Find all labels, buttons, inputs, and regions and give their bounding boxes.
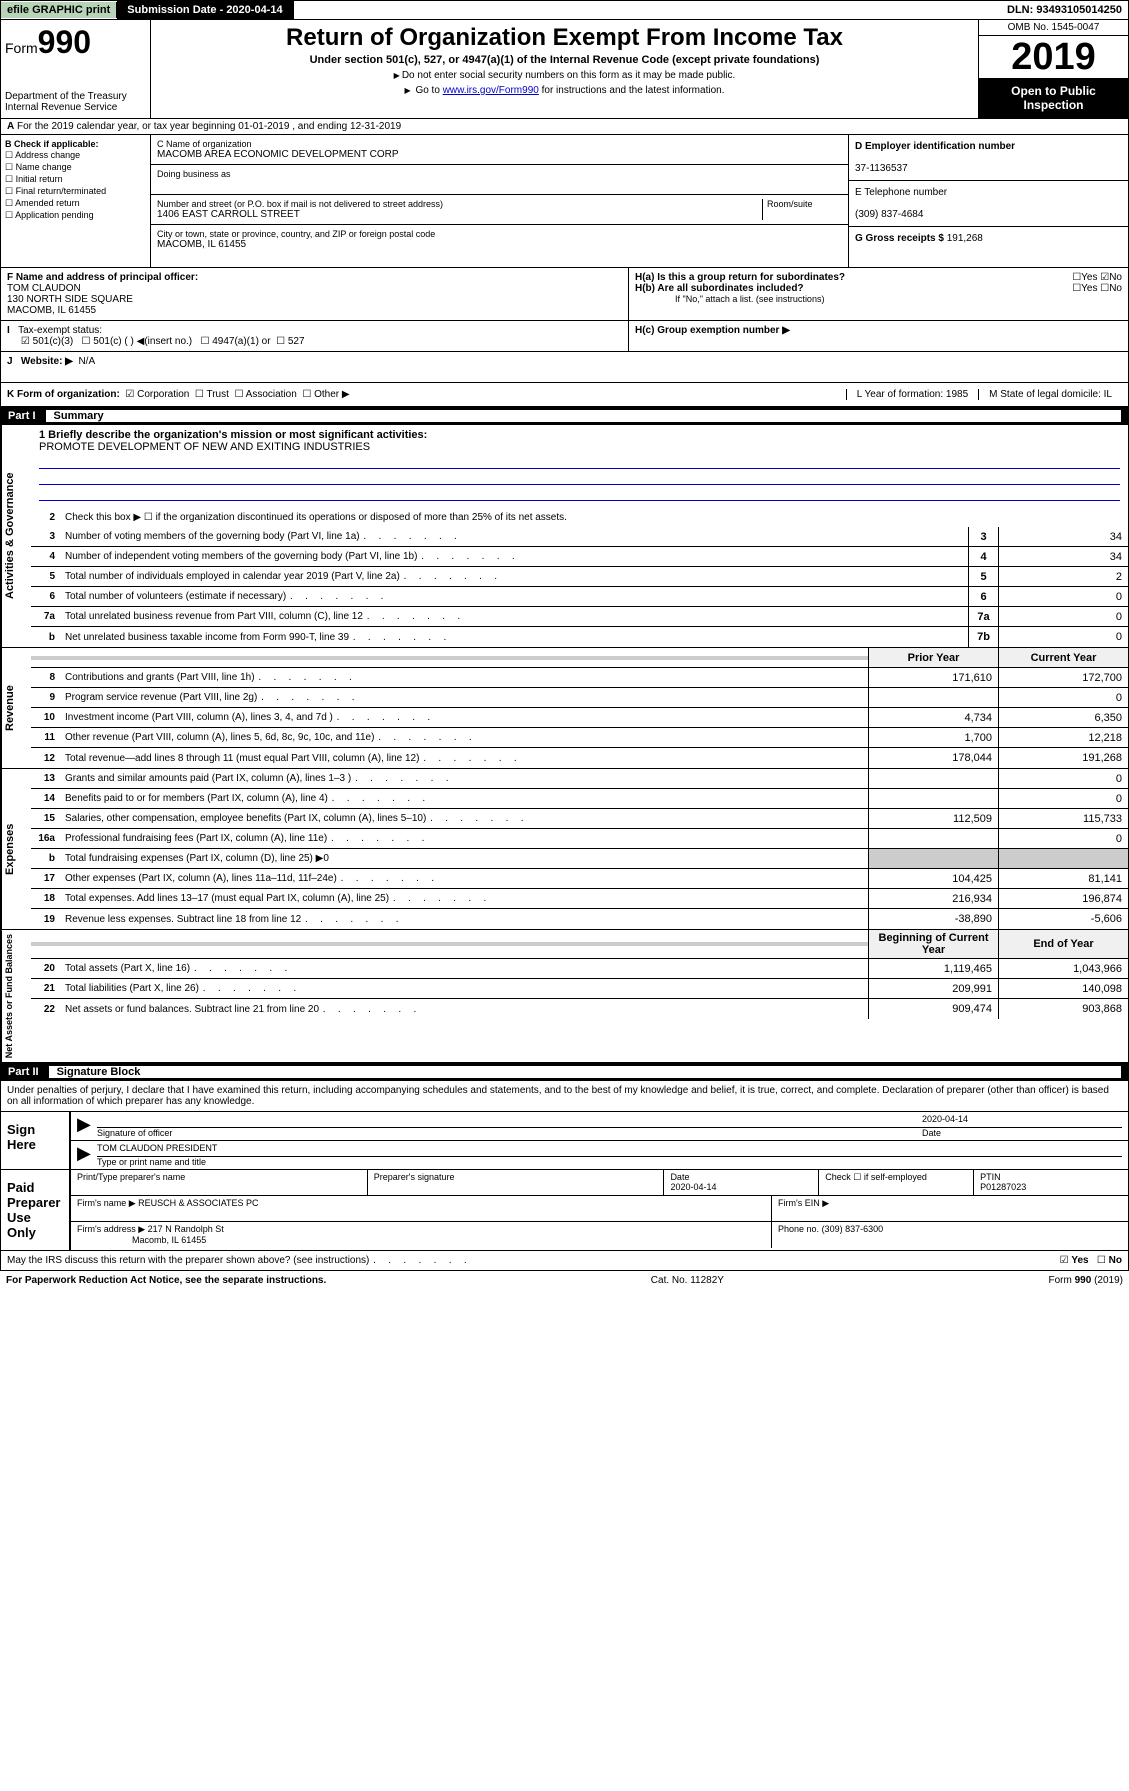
line-5: 5Total number of individuals employed in… [31, 567, 1128, 587]
preparer-name-hdr: Print/Type preparer's name [71, 1170, 368, 1195]
discuss-footer: May the IRS discuss this return with the… [0, 1251, 1129, 1271]
revenue-block: Revenue Prior YearCurrent Year 8Contribu… [0, 648, 1129, 769]
firm-phone: Phone no. (309) 837-6300 [772, 1222, 1128, 1248]
line-13: 13Grants and similar amounts paid (Part … [31, 769, 1128, 789]
form-subtitle: Under section 501(c), 527, or 4947(a)(1)… [155, 54, 974, 66]
cb-app-pending[interactable]: ☐ Application pending [5, 210, 146, 221]
city-row: City or town, state or province, country… [151, 225, 848, 255]
netassets-block: Net Assets or Fund Balances Beginning of… [0, 930, 1129, 1063]
dln-label: DLN: 93493105014250 [1001, 2, 1128, 18]
part1-header: Part ISummary [0, 407, 1129, 425]
note-link: Go to www.irs.gov/Form990 for instructio… [155, 85, 974, 96]
org-name-row: C Name of organization MACOMB AREA ECONO… [151, 135, 848, 165]
phone-row: E Telephone number (309) 837-4684 [849, 181, 1128, 227]
paid-preparer-block: Paid Preparer Use Only Print/Type prepar… [0, 1170, 1129, 1251]
sign-here-label: Sign Here [1, 1112, 71, 1169]
line-16a: 16aProfessional fundraising fees (Part I… [31, 829, 1128, 849]
dept-label: Department of the Treasury Internal Reve… [5, 91, 146, 113]
line-22: 22Net assets or fund balances. Subtract … [31, 999, 1128, 1019]
self-employed-cb[interactable]: Check ☐ if self-employed [819, 1170, 974, 1195]
state-domicile: M State of legal domicile: IL [978, 389, 1122, 400]
ptin: PTINP01287023 [974, 1170, 1128, 1195]
irs-link[interactable]: www.irs.gov/Form990 [443, 85, 539, 96]
line-17: 17Other expenses (Part IX, column (A), l… [31, 869, 1128, 889]
vtab-expenses: Expenses [1, 769, 31, 929]
form-header: Form990 Department of the Treasury Inter… [0, 20, 1129, 119]
firm-ein: Firm's EIN ▶ [772, 1196, 1128, 1221]
mission-line [39, 455, 1120, 469]
sign-date: 2020-04-14 Date [922, 1114, 1122, 1138]
line-3: 3Number of voting members of the governi… [31, 527, 1128, 547]
cb-amended[interactable]: ☐ Amended return [5, 198, 146, 209]
line-11: 11Other revenue (Part VIII, column (A), … [31, 728, 1128, 748]
officer-block: F Name and address of principal officer:… [1, 268, 628, 320]
cb-initial-return[interactable]: ☐ Initial return [5, 174, 146, 185]
expenses-block: Expenses 13Grants and similar amounts pa… [0, 769, 1129, 930]
address-row: Number and street (or P.O. box if mail i… [151, 195, 848, 225]
line-14: 14Benefits paid to or for members (Part … [31, 789, 1128, 809]
line-20: 20Total assets (Part X, line 16) 1,119,4… [31, 959, 1128, 979]
group-exemption-row: H(c) Group exemption number ▶ [628, 321, 1128, 351]
ein-row: D Employer identification number 37-1136… [849, 135, 1128, 181]
preparer-date: Date2020-04-14 [664, 1170, 819, 1195]
line-b: bNet unrelated business taxable income f… [31, 627, 1128, 647]
line-b: bTotal fundraising expenses (Part IX, co… [31, 849, 1128, 869]
col-headers-2: Beginning of Current YearEnd of Year [31, 930, 1128, 959]
firm-name: Firm's name ▶ REUSCH & ASSOCIATES PC [71, 1196, 772, 1221]
preparer-sig-hdr: Preparer's signature [368, 1170, 665, 1195]
line-9: 9Program service revenue (Part VIII, lin… [31, 688, 1128, 708]
section-bcdefg: B Check if applicable: ☐ Address change … [0, 135, 1129, 268]
open-to-public: Open to Public Inspection [979, 78, 1128, 118]
mission-line [39, 471, 1120, 485]
mission-line [39, 487, 1120, 501]
tax-exempt-row: I Tax-exempt status: ☑ 501(c)(3) ☐ 501(c… [1, 321, 628, 351]
paid-preparer-label: Paid Preparer Use Only [1, 1170, 71, 1250]
note-ssn: Do not enter social security numbers on … [155, 70, 974, 81]
mission-block: 1 Briefly describe the organization's mi… [31, 425, 1128, 507]
vtab-revenue: Revenue [1, 648, 31, 768]
section-fh: F Name and address of principal officer:… [0, 268, 1129, 383]
line-2: 2Check this box ▶ ☐ if the organization … [31, 507, 1128, 527]
form-title: Return of Organization Exempt From Incom… [155, 24, 974, 52]
firm-address: Firm's address ▶ 217 N Randolph St Macom… [71, 1222, 772, 1248]
line-7a: 7aTotal unrelated business revenue from … [31, 607, 1128, 627]
dba-row: Doing business as [151, 165, 848, 195]
line-4: 4Number of independent voting members of… [31, 547, 1128, 567]
line-18: 18Total expenses. Add lines 13–17 (must … [31, 889, 1128, 909]
officer-signature[interactable]: Signature of officer [97, 1114, 922, 1138]
omb-number: OMB No. 1545-0047 [979, 20, 1128, 36]
year-formation: L Year of formation: 1985 [846, 389, 978, 400]
section-b-checkboxes: B Check if applicable: ☐ Address change … [1, 135, 151, 267]
row-k: K Form of organization: ☑ Corporation ☐ … [0, 383, 1129, 407]
line-19: 19Revenue less expenses. Subtract line 1… [31, 909, 1128, 929]
governance-block: Activities & Governance 1 Briefly descri… [0, 425, 1129, 648]
gross-receipts-row: G Gross receipts $ 191,268 [849, 227, 1128, 267]
top-bar: efile GRAPHIC print Submission Date - 20… [0, 0, 1129, 20]
line-12: 12Total revenue—add lines 8 through 11 (… [31, 748, 1128, 768]
submission-date-btn[interactable]: Submission Date - 2020-04-14 [117, 1, 293, 19]
efile-link[interactable]: efile GRAPHIC print [1, 2, 117, 18]
bottom-bar: For Paperwork Reduction Act Notice, see … [0, 1271, 1129, 1290]
website-row: J Website: ▶ N/A [1, 352, 1128, 382]
officer-name: TOM CLAUDON PRESIDENT Type or print name… [97, 1143, 1122, 1167]
line-8: 8Contributions and grants (Part VIII, li… [31, 668, 1128, 688]
penalty-text: Under penalties of perjury, I declare th… [0, 1081, 1129, 1112]
sign-here-block: Sign Here ▶ Signature of officer 2020-04… [0, 1112, 1129, 1170]
vtab-governance: Activities & Governance [1, 425, 31, 647]
line-15: 15Salaries, other compensation, employee… [31, 809, 1128, 829]
line-10: 10Investment income (Part VIII, column (… [31, 708, 1128, 728]
tax-year: 2019 [979, 36, 1128, 78]
cb-address-change[interactable]: ☐ Address change [5, 150, 146, 161]
col-headers-1: Prior YearCurrent Year [31, 648, 1128, 668]
cb-final-return[interactable]: ☐ Final return/terminated [5, 186, 146, 197]
line-21: 21Total liabilities (Part X, line 26) 20… [31, 979, 1128, 999]
part2-header: Part IISignature Block [0, 1063, 1129, 1081]
line-6: 6Total number of volunteers (estimate if… [31, 587, 1128, 607]
cb-name-change[interactable]: ☐ Name change [5, 162, 146, 173]
vtab-netassets: Net Assets or Fund Balances [1, 930, 31, 1062]
group-return-block: H(a) Is this a group return for subordin… [628, 268, 1128, 320]
form-number: Form990 [5, 24, 146, 61]
row-a-period: A For the 2019 calendar year, or tax yea… [0, 119, 1129, 135]
